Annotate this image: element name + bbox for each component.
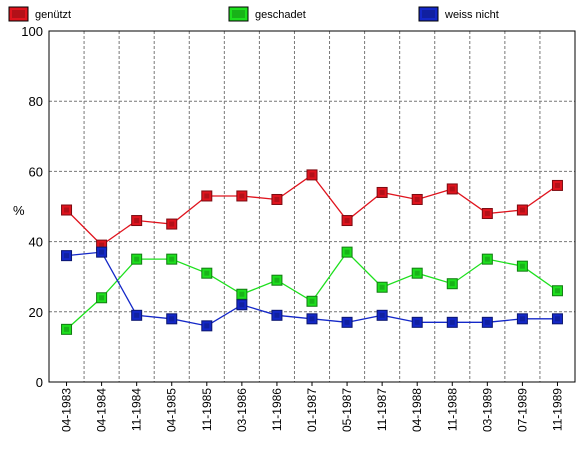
legend-label-weiss-nicht: weiss nicht [444,9,499,21]
x-tick-label: 11-1989 [550,388,564,431]
data-point-inner-genutzt [274,196,280,202]
series-geschadet [61,246,563,335]
data-point-inner-weiss-nicht [169,316,175,322]
x-tick-label: 05-1987 [340,388,354,432]
data-point-inner-weiss-nicht [204,323,210,329]
x-tick-label: 03-1989 [480,388,494,432]
data-point-inner-weiss-nicht [309,316,315,322]
data-point-inner-weiss-nicht [99,249,105,255]
data-point-inner-genutzt [204,193,210,199]
legend-label-geschadet: geschadet [255,9,306,21]
data-point-inner-genutzt [344,218,350,224]
y-tick-label: 100 [21,24,43,39]
data-point-inner-geschadet [344,249,350,255]
data-point-inner-weiss-nicht [484,319,490,325]
data-point-inner-geschadet [99,295,105,301]
data-point-inner-genutzt [414,196,420,202]
data-point-inner-geschadet [239,291,245,297]
data-point-inner-weiss-nicht [414,319,420,325]
data-point-inner-geschadet [309,298,315,304]
series-genutzt [61,169,563,251]
x-tick-label: 11-1984 [130,388,144,431]
data-point-inner-weiss-nicht [554,316,560,322]
data-point-inner-weiss-nicht [344,319,350,325]
legend-item-geschadet: geschadet [228,6,306,22]
x-tick-label: 04-1983 [60,388,74,432]
data-point-inner-geschadet [554,288,560,294]
x-tick-label: 03-1986 [235,388,249,432]
data-point-inner-geschadet [274,277,280,283]
data-point-inner-weiss-nicht [449,319,455,325]
data-point-inner-geschadet [519,263,525,269]
data-point-inner-geschadet [449,281,455,287]
x-tick-label: 07-1989 [515,388,529,432]
legend-swatch-inner-geschadet [232,10,245,18]
x-tick-label: 04-1984 [95,388,109,432]
data-point-inner-weiss-nicht [379,312,385,318]
y-tick-label: 80 [29,94,43,109]
data-point-inner-genutzt [554,182,560,188]
series-group [61,169,563,335]
x-tick-label: 11-1987 [375,388,389,431]
data-point-inner-genutzt [64,207,70,213]
y-tick-label: 40 [29,235,43,250]
data-point-inner-geschadet [414,270,420,276]
data-point-inner-genutzt [484,211,490,217]
data-point-inner-geschadet [134,256,140,262]
grid [49,31,575,382]
data-point-inner-weiss-nicht [239,302,245,308]
data-point-inner-geschadet [204,270,210,276]
x-axis-ticks: 04-1983 04-1984 11-1984 04-1985 11-1985 03-19… [60,382,564,432]
data-point-inner-geschadet [484,256,490,262]
legend-label-genutzt: genützt [35,9,71,21]
legend-item-weiss-nicht: weiss nicht [418,6,499,22]
data-point-inner-weiss-nicht [274,312,280,318]
y-axis-label: % [13,203,25,218]
x-tick-label: 11-1988 [445,388,459,431]
legend-swatch-inner-weiss-nicht [422,10,435,18]
x-tick-label: 11-1986 [270,388,284,431]
legend-swatch-inner-genutzt [12,10,25,18]
data-point-inner-genutzt [239,193,245,199]
plot-frame [48,30,576,383]
data-point-inner-genutzt [379,189,385,195]
data-point-inner-genutzt [519,207,525,213]
y-tick-label: 0 [36,375,43,390]
data-point-inner-weiss-nicht [64,253,70,259]
data-point-inner-genutzt [99,242,105,248]
y-axis-ticks: 0 20 40 60 80 100 [21,24,43,390]
legend-item-genutzt: genützt [8,6,71,22]
data-point-inner-genutzt [449,186,455,192]
data-point-inner-weiss-nicht [134,312,140,318]
legend: genützt geschadet weiss nicht [8,6,499,22]
x-tick-label: 04-1988 [410,388,424,432]
data-point-inner-genutzt [309,172,315,178]
y-tick-label: 20 [29,305,43,320]
data-point-inner-genutzt [134,218,140,224]
series-weiss-nicht [61,246,563,332]
data-point-inner-geschadet [64,326,70,332]
x-tick-label: 01-1987 [305,388,319,432]
data-point-inner-weiss-nicht [519,316,525,322]
x-tick-label: 11-1985 [200,388,214,431]
x-tick-label: 04-1985 [165,388,179,432]
data-point-inner-geschadet [379,284,385,290]
data-point-inner-genutzt [169,221,175,227]
y-tick-label: 60 [29,164,43,179]
data-point-inner-geschadet [169,256,175,262]
